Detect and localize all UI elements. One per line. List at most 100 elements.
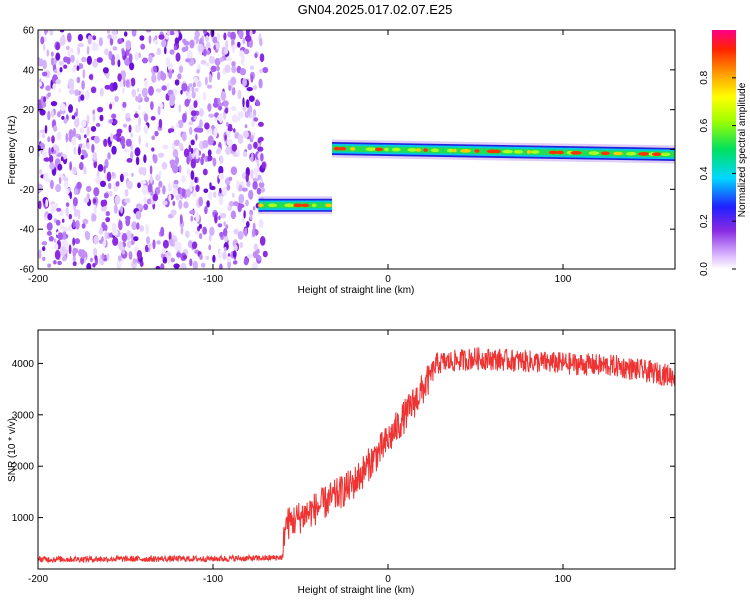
noise-speckle [86, 114, 90, 124]
noise-speckle [122, 101, 127, 108]
noise-speckle [206, 84, 213, 89]
noise-speckle [97, 164, 104, 172]
noise-speckle [145, 223, 149, 233]
noise-speckle [167, 255, 171, 265]
noise-speckle [231, 61, 236, 67]
noise-speckle [149, 165, 153, 175]
noise-speckle [194, 176, 198, 183]
tone-segment-2-hotspot [513, 150, 524, 154]
noise-speckle [111, 113, 117, 119]
noise-speckle [134, 51, 139, 62]
noise-speckle [77, 214, 81, 220]
noise-speckle [200, 156, 205, 166]
noise-speckle [191, 86, 195, 93]
noise-speckle [42, 256, 46, 261]
noise-speckle [155, 88, 162, 93]
noise-speckle [186, 50, 193, 61]
noise-speckle [136, 88, 140, 93]
noise-speckle [231, 44, 236, 54]
noise-speckle [147, 243, 152, 249]
noise-speckle [130, 132, 133, 138]
noise-speckle [124, 198, 130, 204]
noise-speckle [168, 69, 173, 80]
snr-y-tick-label: 3000 [12, 410, 35, 421]
noise-speckle [105, 217, 111, 223]
noise-speckle [243, 48, 250, 55]
noise-speckle [258, 136, 264, 142]
noise-speckle [173, 139, 180, 146]
noise-speckle [256, 160, 260, 168]
noise-speckle [240, 56, 244, 66]
noise-speckle [77, 45, 80, 56]
noise-speckle [95, 43, 99, 51]
noise-speckle [106, 73, 110, 80]
noise-speckle [186, 168, 190, 176]
noise-speckle [112, 81, 118, 91]
noise-speckle [80, 94, 85, 101]
noise-speckle [239, 68, 246, 76]
spectrogram-x-tick-label: 0 [385, 274, 391, 285]
noise-speckle [69, 81, 75, 91]
noise-speckle [140, 43, 146, 50]
noise-speckle [258, 181, 265, 188]
noise-speckle [94, 255, 98, 260]
noise-speckle [93, 235, 99, 245]
noise-speckle [137, 182, 141, 189]
noise-speckle [226, 56, 232, 62]
noise-speckle [250, 74, 254, 83]
noise-speckle [162, 256, 168, 264]
noise-speckle [151, 73, 157, 83]
noise-speckle [219, 231, 224, 238]
noise-speckle [73, 208, 79, 218]
noise-speckle [202, 91, 207, 101]
noise-speckle [180, 89, 183, 95]
noise-speckle [160, 72, 167, 81]
noise-speckle [144, 96, 150, 103]
noise-speckle [245, 173, 249, 183]
noise-speckle [72, 219, 76, 229]
noise-speckle [137, 105, 141, 111]
noise-speckle [50, 109, 55, 118]
noise-speckle [78, 95, 81, 103]
noise-speckle [168, 231, 172, 241]
noise-speckle [195, 133, 198, 141]
tone-segment-2-hotspot [638, 152, 650, 156]
noise-speckle [148, 35, 152, 44]
noise-speckle [138, 116, 142, 127]
noise-speckle [227, 126, 233, 132]
noise-speckle [204, 206, 208, 215]
noise-speckle [62, 234, 67, 240]
noise-speckle [76, 76, 81, 84]
noise-speckle [225, 146, 231, 156]
noise-speckle [188, 83, 193, 88]
noise-speckle [253, 141, 258, 149]
noise-speckle [62, 227, 69, 232]
noise-speckle [112, 236, 119, 246]
noise-speckle [117, 255, 122, 262]
noise-speckle [74, 89, 80, 96]
noise-speckle [112, 229, 119, 236]
noise-speckle [99, 254, 102, 265]
spectrogram-x-tick-label: -100 [203, 274, 223, 285]
noise-speckle [63, 118, 68, 124]
noise-speckle [92, 262, 96, 268]
noise-speckle [260, 178, 264, 184]
noise-speckle [91, 41, 97, 52]
noise-speckle [81, 56, 87, 63]
noise-speckle [38, 183, 43, 193]
spectrogram-y-tick-label: 40 [23, 65, 35, 76]
colorbar-tick-label: 0.6 [699, 118, 710, 132]
tone-segment-1-hotspot [293, 203, 303, 208]
noise-speckle [110, 132, 114, 142]
noise-speckle [38, 130, 41, 139]
noise-speckle [90, 86, 97, 94]
noise-speckle [162, 144, 169, 150]
noise-speckle [100, 180, 106, 187]
noise-speckle [216, 65, 220, 72]
noise-speckle [121, 233, 128, 242]
noise-speckle [141, 87, 148, 98]
noise-speckle [53, 260, 57, 265]
noise-speckle [86, 126, 90, 136]
noise-speckle [173, 45, 177, 51]
noise-speckle [60, 156, 64, 162]
